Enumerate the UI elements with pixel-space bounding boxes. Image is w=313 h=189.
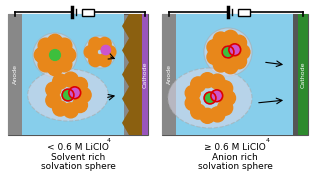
Circle shape: [89, 53, 102, 67]
Bar: [298, 14, 308, 135]
Text: 4: 4: [107, 138, 111, 143]
Text: Cathode: Cathode: [142, 61, 147, 88]
Text: Solvent rich: Solvent rich: [51, 153, 105, 162]
Text: Anode: Anode: [167, 64, 172, 84]
Circle shape: [185, 96, 200, 111]
Circle shape: [229, 44, 240, 55]
Circle shape: [63, 103, 78, 118]
Circle shape: [33, 33, 77, 77]
Circle shape: [53, 74, 68, 89]
Circle shape: [63, 90, 74, 100]
Circle shape: [185, 85, 200, 100]
Ellipse shape: [28, 69, 108, 121]
Bar: [162, 14, 176, 135]
Bar: [293, 14, 298, 135]
Text: solvation sphere: solvation sphere: [198, 162, 272, 171]
Circle shape: [200, 108, 215, 123]
Circle shape: [84, 36, 116, 68]
Bar: [8, 14, 148, 135]
Circle shape: [84, 46, 97, 59]
Circle shape: [61, 47, 76, 63]
Circle shape: [232, 35, 247, 50]
Circle shape: [223, 30, 238, 45]
Circle shape: [72, 98, 87, 112]
Circle shape: [205, 93, 215, 103]
Circle shape: [49, 50, 60, 60]
Circle shape: [48, 34, 63, 49]
Bar: [176, 14, 293, 135]
Circle shape: [191, 104, 206, 119]
Circle shape: [220, 91, 235, 105]
Bar: [22, 14, 124, 135]
Text: solvation sphere: solvation sphere: [41, 162, 115, 171]
Circle shape: [223, 59, 238, 74]
Bar: [8, 14, 22, 135]
Circle shape: [38, 38, 53, 53]
Text: Cathode: Cathode: [300, 61, 305, 88]
Circle shape: [207, 40, 222, 55]
Circle shape: [76, 88, 91, 102]
Circle shape: [191, 77, 206, 92]
Circle shape: [98, 53, 111, 67]
Bar: [82, 9, 94, 15]
Circle shape: [204, 28, 252, 76]
Circle shape: [200, 73, 215, 88]
Circle shape: [57, 57, 72, 72]
Circle shape: [213, 32, 228, 47]
Circle shape: [218, 81, 233, 96]
Circle shape: [46, 82, 61, 97]
Circle shape: [207, 50, 222, 64]
Circle shape: [223, 47, 233, 57]
Circle shape: [63, 72, 78, 87]
Ellipse shape: [168, 68, 252, 128]
Text: < 0.6 M LiClO: < 0.6 M LiClO: [47, 143, 109, 152]
Circle shape: [101, 45, 110, 55]
Circle shape: [210, 74, 225, 89]
Polygon shape: [122, 14, 142, 135]
Circle shape: [34, 47, 49, 63]
Circle shape: [46, 93, 61, 108]
Circle shape: [69, 87, 80, 98]
Bar: [142, 14, 148, 135]
Text: Anion rich: Anion rich: [212, 153, 258, 162]
Circle shape: [232, 54, 247, 69]
Circle shape: [103, 46, 116, 59]
Bar: [238, 9, 250, 15]
Circle shape: [235, 44, 250, 60]
Circle shape: [210, 107, 225, 122]
Circle shape: [89, 37, 102, 50]
Circle shape: [98, 37, 111, 50]
Text: ≥ 0.6 M LiClO: ≥ 0.6 M LiClO: [204, 143, 266, 152]
Circle shape: [211, 90, 222, 101]
Text: Anode: Anode: [13, 64, 18, 84]
Text: 4: 4: [266, 138, 270, 143]
Circle shape: [218, 100, 233, 115]
Circle shape: [48, 61, 63, 76]
Circle shape: [72, 77, 87, 92]
Bar: [162, 14, 308, 135]
Circle shape: [213, 57, 228, 72]
Circle shape: [57, 38, 72, 53]
Circle shape: [53, 101, 68, 116]
Circle shape: [38, 57, 53, 72]
